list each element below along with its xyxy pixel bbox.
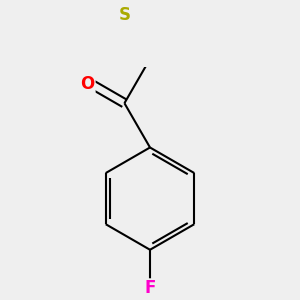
Text: F: F <box>144 279 156 297</box>
Text: S: S <box>118 6 130 24</box>
Text: O: O <box>80 75 95 93</box>
